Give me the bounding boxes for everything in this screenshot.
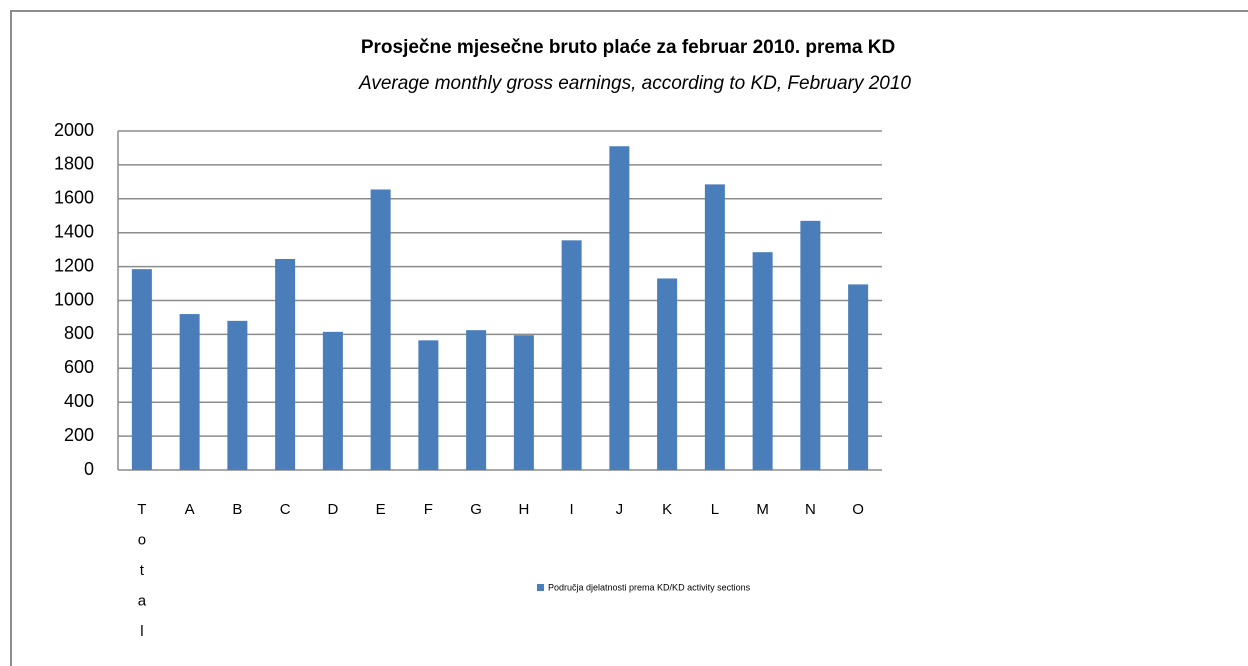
bar — [561, 240, 582, 470]
x-tick-label: B — [232, 501, 242, 518]
bar — [466, 330, 487, 470]
chart-title: Prosječne mjesečne bruto plaće za februa… — [361, 37, 895, 58]
legend-label: Područja djelatnosti prema KD/KD activit… — [548, 582, 751, 592]
bar — [131, 269, 152, 470]
bar — [370, 189, 391, 471]
x-tick-label: M — [756, 501, 769, 518]
bar — [752, 252, 773, 470]
x-tick-label: O — [852, 501, 864, 518]
x-tick-label: F — [424, 501, 433, 518]
y-tick-label: 200 — [64, 425, 94, 445]
x-tick-label: H — [518, 501, 529, 518]
bar — [513, 335, 534, 470]
y-tick-label: 1200 — [54, 255, 94, 275]
x-tick-label: N — [805, 501, 816, 518]
bar — [609, 146, 630, 470]
bar — [275, 258, 296, 470]
legend-swatch — [537, 584, 544, 591]
y-tick-label: 1000 — [54, 289, 94, 309]
y-tick-label: 2000 — [54, 120, 94, 140]
bar — [227, 320, 248, 470]
x-tick-label: A — [185, 501, 195, 518]
bar — [704, 184, 725, 470]
chart-subtitle: Average monthly gross earnings, accordin… — [358, 73, 911, 94]
y-tick-label: 1800 — [54, 154, 94, 174]
y-tick-label: 1400 — [54, 221, 94, 241]
y-tick-label: 1600 — [54, 188, 94, 208]
bar — [800, 220, 821, 470]
x-tick-label: I — [570, 501, 574, 518]
bar — [322, 331, 343, 470]
bar — [848, 284, 869, 470]
bar — [657, 278, 678, 470]
y-tick-label: 800 — [64, 323, 94, 343]
y-tick-label: 400 — [64, 391, 94, 411]
y-tick-label: 600 — [64, 357, 94, 377]
x-tick-label: K — [662, 501, 672, 518]
x-tick-label: E — [376, 501, 386, 518]
bar — [418, 340, 439, 470]
chart-border — [10, 10, 1248, 666]
x-tick-label: C — [280, 501, 291, 518]
bar — [179, 314, 200, 470]
x-tick-label: J — [616, 501, 624, 518]
x-tick-label: D — [327, 501, 338, 518]
x-tick-label: G — [470, 501, 482, 518]
y-tick-label: 0 — [84, 459, 94, 479]
x-tick-label: L — [711, 501, 719, 518]
